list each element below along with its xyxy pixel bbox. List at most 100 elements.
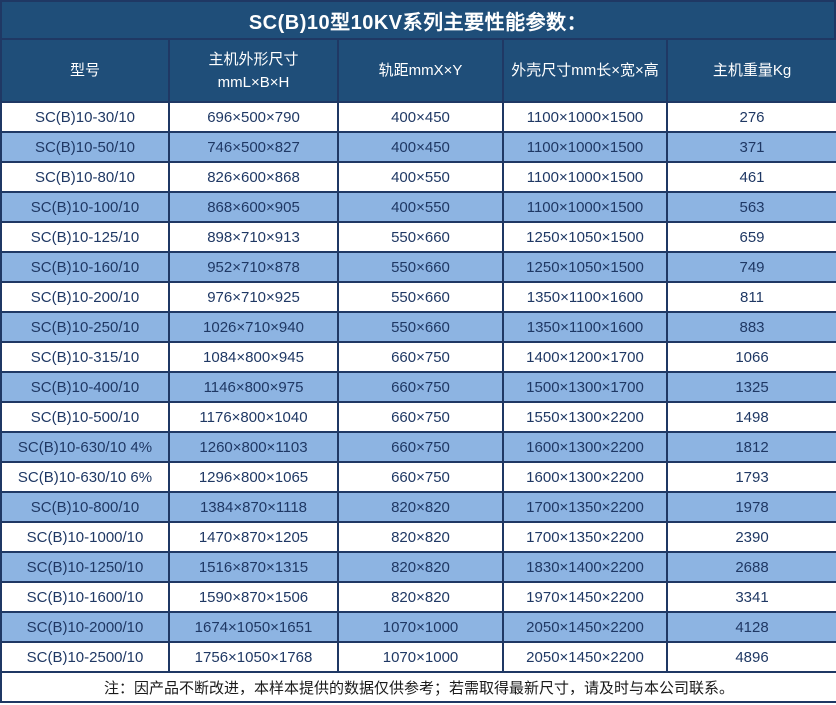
cell-model: SC(B)10-1250/10 <box>0 551 170 583</box>
cell-shell: 1500×1300×1700 <box>502 371 668 403</box>
cell-shell: 1600×1300×2200 <box>502 431 668 463</box>
cell-dim: 1296×800×1065 <box>168 461 339 493</box>
cell-model: SC(B)10-1600/10 <box>0 581 170 613</box>
cell-shell: 1600×1300×2200 <box>502 461 668 493</box>
cell-shell: 1970×1450×2200 <box>502 581 668 613</box>
cell-gauge: 400×450 <box>337 131 504 163</box>
cell-gauge: 820×820 <box>337 551 504 583</box>
cell-dim: 1026×710×940 <box>168 311 339 343</box>
col-header-gauge-label: 轨距mmX×Y <box>378 62 463 79</box>
cell-shell: 1400×1200×1700 <box>502 341 668 373</box>
col-header-weight: 主机重量Kg <box>666 38 836 103</box>
cell-dim: 1260×800×1103 <box>168 431 339 463</box>
table-row: SC(B)10-1000/10 1470×870×1205 820×820 1700×… <box>0 521 836 553</box>
cell-dim: 898×710×913 <box>168 221 339 253</box>
cell-weight: 371 <box>666 131 836 163</box>
cell-model: SC(B)10-1000/10 <box>0 521 170 553</box>
cell-gauge: 1070×1000 <box>337 641 504 673</box>
cell-gauge: 550×660 <box>337 311 504 343</box>
table-row: SC(B)10-630/10 6% 1296×800×1065 660×750 160… <box>0 461 836 493</box>
cell-dim: 1674×1050×1651 <box>168 611 339 643</box>
cell-weight: 883 <box>666 311 836 343</box>
cell-dim: 1384×870×1118 <box>168 491 339 523</box>
footer-note: 注：因产品不断改进，本样本提供的数据仅供参考；若需取得最新尺寸，请及时与本公司联… <box>0 671 836 703</box>
cell-dim: 976×710×925 <box>168 281 339 313</box>
cell-gauge: 820×820 <box>337 581 504 613</box>
cell-weight: 2688 <box>666 551 836 583</box>
cell-model: SC(B)10-200/10 <box>0 281 170 313</box>
cell-shell: 1100×1000×1500 <box>502 131 668 163</box>
cell-weight: 4896 <box>666 641 836 673</box>
table-row: SC(B)10-1600/10 1590×870×1506 820×820 1970×… <box>0 581 836 613</box>
cell-gauge: 400×450 <box>337 101 504 133</box>
table-row: SC(B)10-160/10 952×710×878 550×660 1250×105… <box>0 251 836 283</box>
table-row: SC(B)10-800/10 1384×870×1118 820×820 1700×1… <box>0 491 836 523</box>
table-row: SC(B)10-250/10 1026×710×940 550×660 1350×11… <box>0 311 836 343</box>
cell-shell: 1100×1000×1500 <box>502 101 668 133</box>
cell-gauge: 400×550 <box>337 161 504 193</box>
cell-model: SC(B)10-100/10 <box>0 191 170 223</box>
table-row: SC(B)10-500/10 1176×800×1040 660×750 1550×1… <box>0 401 836 433</box>
cell-dim: 1590×870×1506 <box>168 581 339 613</box>
cell-gauge: 660×750 <box>337 431 504 463</box>
cell-model: SC(B)10-30/10 <box>0 101 170 133</box>
table-row: SC(B)10-80/10 826×600×868 400×550 1100×1000… <box>0 161 836 193</box>
cell-dim: 1146×800×975 <box>168 371 339 403</box>
cell-shell: 2050×1450×2200 <box>502 641 668 673</box>
cell-dim: 868×600×905 <box>168 191 339 223</box>
cell-dim: 1756×1050×1768 <box>168 641 339 673</box>
cell-weight: 659 <box>666 221 836 253</box>
cell-model: SC(B)10-630/10 4% <box>0 431 170 463</box>
cell-dim: 826×600×868 <box>168 161 339 193</box>
table-row: SC(B)10-1250/10 1516×870×1315 820×820 1830×… <box>0 551 836 583</box>
cell-shell: 1700×1350×2200 <box>502 491 668 523</box>
cell-weight: 461 <box>666 161 836 193</box>
cell-model: SC(B)10-630/10 6% <box>0 461 170 493</box>
col-header-gauge: 轨距mmX×Y <box>337 38 504 103</box>
cell-gauge: 660×750 <box>337 341 504 373</box>
cell-model: SC(B)10-315/10 <box>0 341 170 373</box>
cell-gauge: 820×820 <box>337 521 504 553</box>
cell-model: SC(B)10-250/10 <box>0 311 170 343</box>
cell-shell: 1250×1050×1500 <box>502 221 668 253</box>
col-header-shell: 外壳尺寸mm长×宽×高 <box>502 38 668 103</box>
col-header-dimensions: 主机外形尺寸 mmL×B×H <box>168 38 339 103</box>
cell-dim: 1084×800×945 <box>168 341 339 373</box>
cell-dim: 1470×870×1205 <box>168 521 339 553</box>
cell-shell: 2050×1450×2200 <box>502 611 668 643</box>
cell-model: SC(B)10-2000/10 <box>0 611 170 643</box>
cell-shell: 1350×1100×1600 <box>502 311 668 343</box>
cell-weight: 1498 <box>666 401 836 433</box>
footer-row: 注：因产品不断改进，本样本提供的数据仅供参考；若需取得最新尺寸，请及时与本公司联… <box>0 671 836 703</box>
table-row: SC(B)10-2000/10 1674×1050×1651 1070×1000 20… <box>0 611 836 643</box>
cell-model: SC(B)10-2500/10 <box>0 641 170 673</box>
cell-weight: 1793 <box>666 461 836 493</box>
col-header-dimensions-label-line2: mmL×B×H <box>217 73 290 91</box>
cell-weight: 563 <box>666 191 836 223</box>
cell-model: SC(B)10-50/10 <box>0 131 170 163</box>
cell-gauge: 1070×1000 <box>337 611 504 643</box>
cell-shell: 1100×1000×1500 <box>502 191 668 223</box>
header-row: 型号 主机外形尺寸 mmL×B×H 轨距mmX×Y 外壳尺寸mm长×宽×高 主机… <box>0 38 836 103</box>
cell-gauge: 820×820 <box>337 491 504 523</box>
cell-weight: 811 <box>666 281 836 313</box>
cell-model: SC(B)10-500/10 <box>0 401 170 433</box>
cell-model: SC(B)10-125/10 <box>0 221 170 253</box>
cell-model: SC(B)10-80/10 <box>0 161 170 193</box>
cell-gauge: 550×660 <box>337 281 504 313</box>
col-header-shell-label: 外壳尺寸mm长×宽×高 <box>511 62 659 79</box>
cell-model: SC(B)10-400/10 <box>0 371 170 403</box>
cell-weight: 276 <box>666 101 836 133</box>
table-row: SC(B)10-50/10 746×500×827 400×450 1100×1000… <box>0 131 836 163</box>
cell-weight: 2390 <box>666 521 836 553</box>
col-header-model: 型号 <box>0 38 170 103</box>
cell-gauge: 660×750 <box>337 401 504 433</box>
col-header-weight-label: 主机重量Kg <box>712 62 792 79</box>
cell-shell: 1550×1300×2200 <box>502 401 668 433</box>
cell-weight: 1066 <box>666 341 836 373</box>
cell-shell: 1830×1400×2200 <box>502 551 668 583</box>
table-row: SC(B)10-2500/10 1756×1050×1768 1070×1000 20… <box>0 641 836 673</box>
cell-shell: 1700×1350×2200 <box>502 521 668 553</box>
cell-weight: 4128 <box>666 611 836 643</box>
